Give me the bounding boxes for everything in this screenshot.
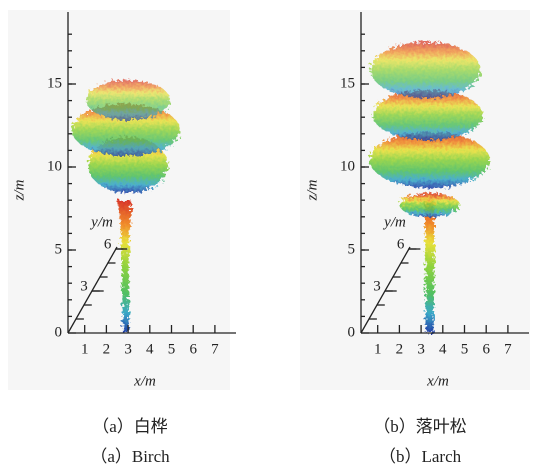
x-tick-label: 3 [124, 341, 132, 357]
caption-en: （a）Birch [90, 447, 170, 466]
y-tick-label: 6 [397, 236, 405, 252]
x-tick-label: 7 [504, 341, 512, 357]
caption-en: （b）Larch [379, 447, 462, 466]
y-tick-label: 3 [80, 278, 88, 294]
caption-zh: （a）白桦 [92, 417, 168, 436]
tree-crown [369, 132, 490, 188]
caption-zh: （b）落叶松 [373, 417, 467, 436]
x-tick-label: 5 [461, 341, 469, 357]
y-axis-label: y/m [382, 214, 406, 230]
x-tick-label: 1 [374, 341, 382, 357]
tree-crown [71, 104, 180, 156]
z-tick-label: 0 [348, 324, 356, 340]
y-axis-label: y/m [89, 214, 113, 230]
tree [71, 80, 180, 333]
y-tick-label: 3 [373, 278, 381, 294]
tree-trunk [117, 200, 132, 333]
x-tick-label: 3 [417, 341, 425, 357]
x-tick-label: 5 [168, 341, 176, 357]
x-tick-label: 2 [103, 341, 111, 357]
x-tick-label: 4 [146, 341, 154, 357]
x-tick-label: 4 [439, 341, 447, 357]
x-tick-label: 7 [211, 341, 219, 357]
z-tick-label: 5 [55, 241, 63, 257]
tree-crown [372, 90, 483, 140]
x-tick-label: 6 [482, 341, 490, 357]
tree-crown [399, 193, 460, 217]
x-tick-label: 1 [81, 341, 89, 357]
tree-trunk [424, 200, 435, 333]
tree-crown [370, 42, 481, 98]
z-tick-label: 15 [47, 75, 62, 91]
x-axis-label: x/m [426, 373, 449, 389]
z-axis-label: z/m [11, 179, 27, 201]
z-tick-label: 15 [340, 75, 355, 91]
x-tick-label: 6 [189, 341, 197, 357]
tree-crown [85, 80, 170, 120]
y-tick-label: 6 [104, 236, 112, 252]
z-tick-label: 5 [348, 241, 356, 257]
z-axis-label: z/m [304, 179, 320, 201]
x-tick-label: 2 [396, 341, 404, 357]
tree [369, 42, 490, 333]
z-tick-label: 10 [340, 158, 355, 174]
x-axis-label: x/m [133, 373, 156, 389]
z-tick-label: 10 [47, 158, 62, 174]
z-tick-label: 0 [55, 324, 63, 340]
